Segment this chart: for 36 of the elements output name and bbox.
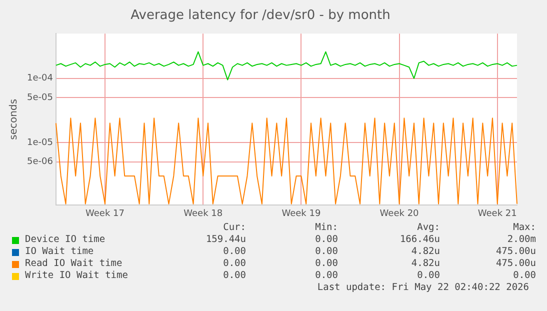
legend-label: Device IO time (24, 234, 106, 246)
y-tick-label: 1e-04 (26, 74, 54, 84)
text: 0.00 (416, 270, 440, 282)
x-tick-label: Week 21 (478, 208, 517, 219)
text: 166.46u (398, 234, 440, 246)
text: 4.82u (410, 246, 440, 258)
text: 0.00 (314, 234, 338, 246)
y-tick-label: 5e-05 (26, 93, 53, 104)
text: Avg: (416, 222, 440, 234)
legend-label: IO Wait time (24, 246, 95, 258)
text: 0.00 (314, 246, 338, 258)
text: Max: (512, 222, 536, 234)
text: 2.00m (506, 234, 536, 246)
x-tick-label: Week 18 (184, 208, 223, 219)
legend-label: Read IO Wait time (24, 258, 124, 270)
text: 0.00 (314, 258, 338, 270)
text: 0.00 (222, 270, 246, 282)
text: Min: (314, 222, 338, 234)
x-tick-label: Week 17 (86, 208, 124, 219)
chart-title: Average latency for /dev/sr0 - by month (130, 8, 390, 24)
text: 159.44u (204, 234, 246, 246)
text: Cur: (222, 222, 246, 234)
y-tick-label: 5e-06 (26, 157, 54, 168)
text: 475.00u (494, 258, 536, 270)
y-axis-title: seconds (8, 98, 20, 140)
x-tick-label: Week 20 (380, 208, 420, 219)
text: 0.00 (222, 258, 246, 270)
text: 0.00 (314, 270, 338, 282)
y-tick-label: 1e-05 (26, 138, 53, 148)
text: 0.00 (222, 246, 246, 258)
x-tick-label: Week 19 (282, 208, 321, 219)
text: 475.00u (494, 246, 536, 258)
text: Last update: Fri May 22 02:40:22 2026 (316, 282, 530, 294)
text: 4.82u (410, 258, 440, 270)
legend-label: Write IO Wait time (24, 270, 129, 282)
text: 0.00 (512, 270, 536, 282)
